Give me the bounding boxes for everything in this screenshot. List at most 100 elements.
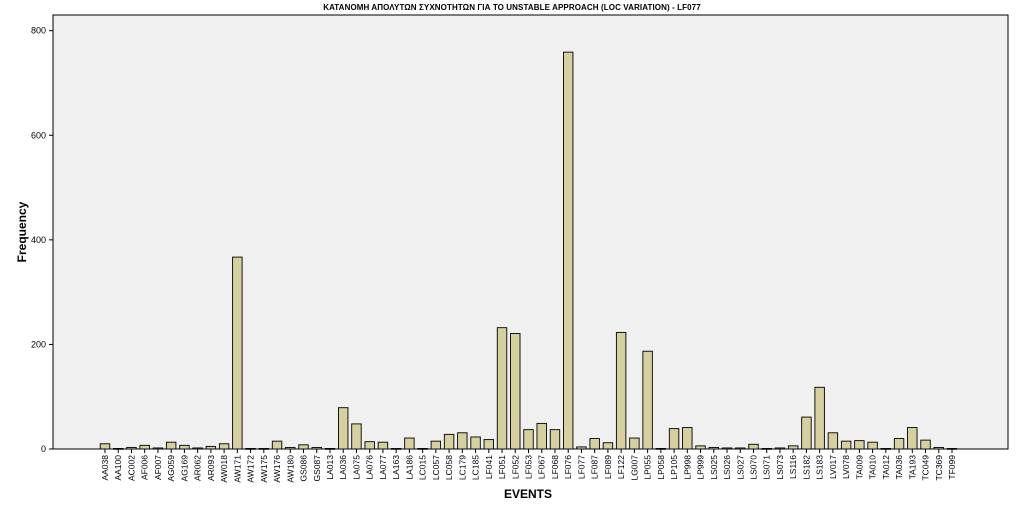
bar-lf051 <box>496 327 508 450</box>
x-tick-label: LP999 <box>696 455 706 480</box>
x-tick-label: TF099 <box>947 455 957 480</box>
bar-ls026 <box>721 447 733 450</box>
bar-la186 <box>404 437 415 450</box>
x-tick-label: AF007 <box>153 455 163 480</box>
x-tick-label: LA013 <box>325 455 335 480</box>
x-tick-label: AW176 <box>272 455 282 483</box>
bar-aw176 <box>271 440 283 450</box>
x-tick-label: LC058 <box>444 455 454 480</box>
x-tick-label: LS116 <box>788 455 798 479</box>
x-tick-label: LP105 <box>669 455 679 480</box>
bar-lp105 <box>668 428 680 450</box>
x-tick-label: LF067 <box>537 455 547 479</box>
bar-lf087 <box>589 438 600 450</box>
bar-lv017 <box>827 432 839 450</box>
x-tick-label: GS086 <box>299 455 309 482</box>
bar-lf041 <box>483 439 494 450</box>
x-tick-label: LF053 <box>524 455 534 479</box>
x-tick-label: TA036 <box>894 455 904 480</box>
x-tick-label: LS071 <box>762 455 772 480</box>
x-tick-label: TA010 <box>868 455 878 480</box>
x-tick-label: TA012 <box>881 455 891 480</box>
bar-ag059 <box>165 441 177 450</box>
bar-lf076 <box>563 51 574 450</box>
bar-lc185 <box>470 436 481 450</box>
x-tick-label: AG059 <box>166 455 176 482</box>
bar-ls070 <box>748 443 759 450</box>
bar-aw171 <box>232 256 243 450</box>
x-tick-label: AA038 <box>100 455 110 481</box>
y-tick-label: 800 <box>31 26 46 36</box>
x-tick-label: LF041 <box>484 455 494 479</box>
bar-ls182 <box>801 416 812 450</box>
x-tick-label: GS087 <box>312 455 322 482</box>
x-tick-label: LA163 <box>391 455 401 480</box>
x-tick-label: AW171 <box>232 455 242 483</box>
x-tick-label: AW172 <box>246 455 256 483</box>
bar-ac002 <box>126 446 137 450</box>
x-tick-label: LA076 <box>365 455 375 480</box>
x-tick-label: AW175 <box>259 455 269 483</box>
bar-tc049 <box>920 439 931 450</box>
bar-tc369 <box>933 446 944 450</box>
bar-ta010 <box>867 441 878 450</box>
x-tick-label: LA036 <box>338 455 348 480</box>
bar-lf068 <box>549 429 561 450</box>
y-axis-label: Frequency <box>15 201 29 262</box>
bar-gs086 <box>298 444 309 450</box>
bar-lc058 <box>443 433 455 450</box>
x-tick-label: LA075 <box>351 455 361 480</box>
x-tick-label: TA009 <box>854 455 864 480</box>
bar-lf052 <box>510 332 521 450</box>
bar-lp998 <box>682 427 693 450</box>
bar-ta036 <box>893 438 905 450</box>
x-tick-label: LS182 <box>801 455 811 480</box>
x-tick-label: LA077 <box>378 455 388 480</box>
bar-ar062 <box>192 447 203 450</box>
bar-ls116 <box>787 445 799 450</box>
x-tick-label: AW180 <box>285 455 295 483</box>
x-tick-label: LS027 <box>735 455 745 480</box>
x-tick-label: LS025 <box>709 455 719 480</box>
y-tick-label: 200 <box>31 339 46 349</box>
x-tick-label: LS183 <box>815 455 825 480</box>
bar-aw180 <box>285 446 296 450</box>
bar-af006 <box>139 444 150 450</box>
x-tick-label: AC002 <box>126 455 136 481</box>
x-tick-label: LC015 <box>418 455 428 480</box>
x-tick-label: LF089 <box>603 455 613 479</box>
x-tick-label: AG169 <box>179 455 189 482</box>
x-tick-label: AA100 <box>113 455 123 481</box>
bar-aw018 <box>218 443 230 450</box>
bar-la036 <box>338 407 349 450</box>
x-tick-label: LA186 <box>404 455 414 480</box>
bar-lf067 <box>536 422 547 450</box>
bar-la075 <box>351 423 362 450</box>
x-tick-label: LF052 <box>510 455 520 479</box>
x-tick-label: TC049 <box>921 455 931 481</box>
x-tick-label: LV017 <box>828 455 838 479</box>
bar-la077 <box>377 441 389 450</box>
x-tick-label: LS073 <box>775 455 785 480</box>
x-tick-label: AR093 <box>206 455 216 481</box>
bar-lf077 <box>576 446 587 450</box>
x-tick-label: LG007 <box>629 455 639 481</box>
bar-lf122 <box>615 331 627 450</box>
x-tick-label: LP998 <box>682 455 692 480</box>
bar-ta193 <box>907 427 918 450</box>
y-tick-label: 400 <box>31 235 46 245</box>
x-tick-label: LF087 <box>590 455 600 479</box>
bar-gs087 <box>311 446 322 450</box>
x-axis: AA038 AA100 AC002 AF006 AF007 AG059 AG169 AR062… <box>100 449 957 483</box>
chart-title: ΚΑΤΑΝΟΜΗ ΑΠΟΛΥΤΩΝ ΣΥΧΝΟΤΗΤΩΝ ΓΙΑ ΤΟ UNST… <box>323 3 701 12</box>
x-tick-label: LP055 <box>643 455 653 480</box>
bar-ag169 <box>179 444 190 450</box>
bar-lv078 <box>840 440 852 450</box>
bar-ls183 <box>814 386 825 450</box>
bar-lf089 <box>602 442 614 450</box>
plot-area <box>52 14 1009 450</box>
x-tick-label: LP058 <box>656 455 666 480</box>
y-tick-label: 0 <box>41 444 46 454</box>
x-tick-label: LF068 <box>550 455 560 479</box>
bar-ls025 <box>708 446 719 450</box>
